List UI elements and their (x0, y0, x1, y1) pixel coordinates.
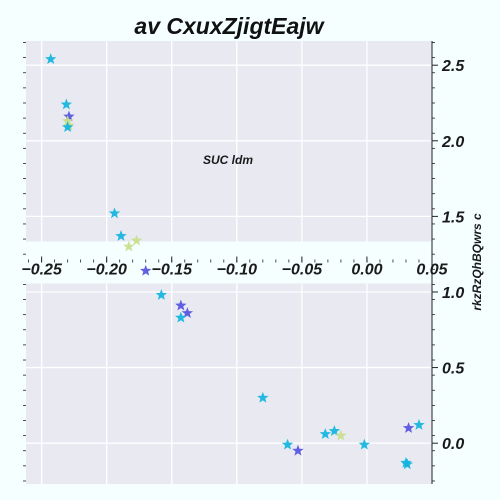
data-point-star (319, 428, 331, 439)
x-tick-label: −0.10 (217, 262, 258, 279)
data-point-star (108, 207, 121, 219)
data-point-star (155, 289, 168, 300)
tick-marks: −0.25 −0.20 −0.15 −0.10 −0.05 0.00 0.05 0.0 0.5 1… (21, 42, 465, 482)
data-point-star (63, 110, 75, 122)
y-tick-label: 1.5 (442, 209, 465, 226)
x-tick-label: −0.15 (152, 262, 194, 279)
y-tick-label: 2.0 (441, 134, 464, 151)
x-tick-label: 0.05 (416, 262, 448, 279)
data-point-star (123, 240, 135, 252)
y-tick-label: 0.0 (442, 436, 464, 453)
data-point-star (130, 234, 143, 246)
chart-title: av CxuxZjigtEajw (134, 13, 325, 39)
data-point-star (335, 429, 347, 441)
data-point-star (358, 438, 371, 450)
data-point-star (140, 264, 152, 276)
y-tick-label: 1.0 (442, 285, 464, 302)
data-points (45, 53, 425, 470)
data-point-star (328, 425, 341, 436)
x-tick-label: 0.00 (351, 262, 382, 279)
data-point-star (61, 115, 74, 126)
data-point-star (60, 98, 73, 110)
data-point-star (181, 307, 194, 318)
data-point-star (175, 299, 187, 311)
y-tick-label: 2.5 (441, 58, 465, 75)
data-point-star (61, 121, 74, 133)
data-point-star (401, 458, 413, 470)
data-point-star (402, 422, 415, 433)
data-point-star (281, 438, 294, 450)
y-tick-label: 0.5 (442, 361, 465, 378)
data-point-star (292, 444, 304, 456)
x-tick-label: −0.25 (21, 262, 63, 279)
x-tick-label: −0.05 (282, 262, 324, 279)
x-axis-label: SUC ldm (203, 153, 253, 167)
data-point-star (257, 391, 269, 403)
x-tick-label: −0.20 (86, 262, 127, 279)
y-axis-label: rkzRzQhBQwrs c (470, 213, 484, 311)
data-point-star (175, 311, 187, 323)
data-point-star (413, 419, 425, 430)
data-point-star (115, 230, 127, 241)
data-point-star (45, 53, 57, 64)
